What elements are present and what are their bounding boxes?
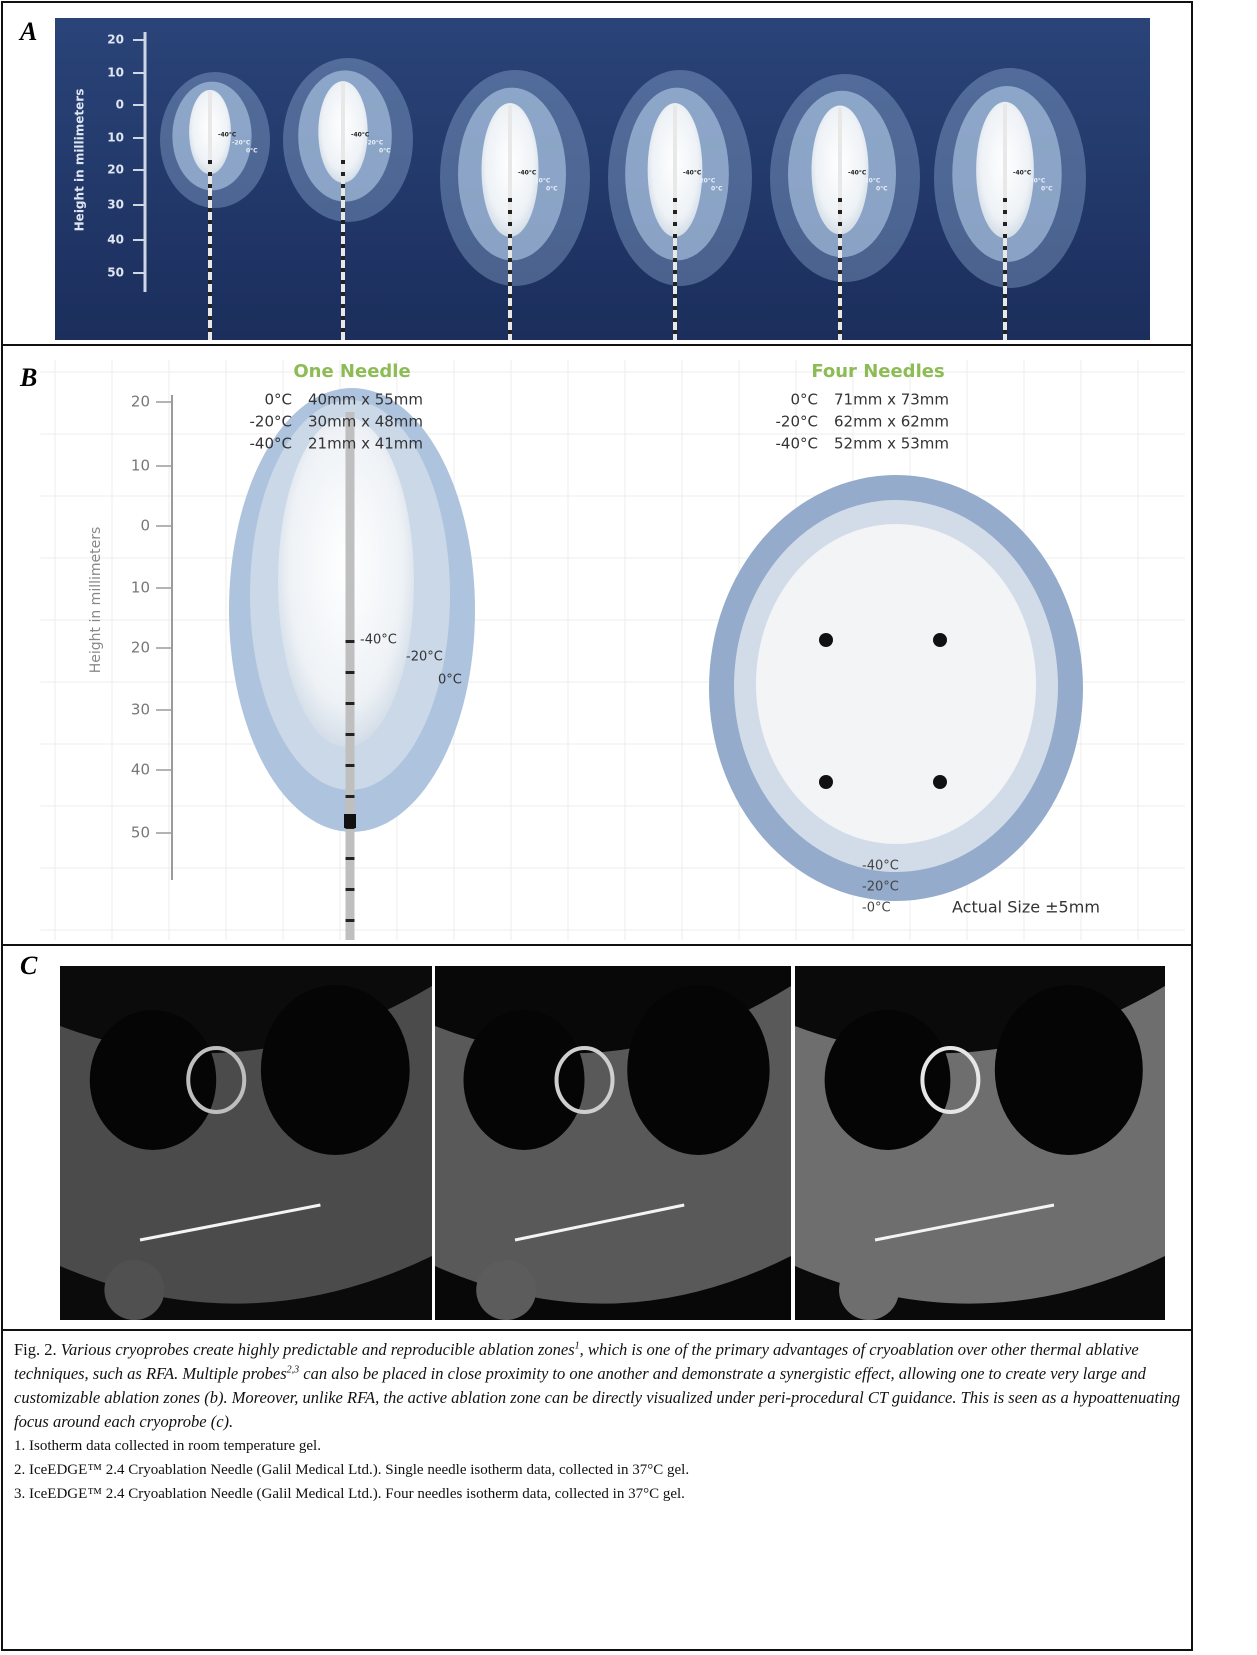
ct-ball xyxy=(476,1260,536,1320)
isotherm-label: -20°C xyxy=(697,178,716,185)
panel-label: C xyxy=(20,951,38,980)
row-size: 71mm x 73mm xyxy=(834,391,949,409)
isotherm-label: -40°C xyxy=(351,132,370,139)
tick-label: 20 xyxy=(131,639,150,657)
isotherm-label: 0°C xyxy=(546,186,558,193)
caption: Fig. 2. Various cryoprobes create highly… xyxy=(14,1338,1186,1506)
isotherm-label: -40°C xyxy=(862,859,899,874)
isotherm-label: -20°C xyxy=(532,178,551,185)
ct-lung xyxy=(995,985,1143,1155)
isotherm-label: 0°C xyxy=(438,673,462,688)
ct-images xyxy=(60,966,1165,1320)
isotherm-label: -40°C xyxy=(1013,170,1032,177)
isotherm-label: -0°C xyxy=(862,901,891,916)
row-size: 21mm x 41mm xyxy=(308,435,423,453)
tick-label: 30 xyxy=(131,701,150,719)
row-temp: 0°C xyxy=(790,391,818,409)
tick-label: 20 xyxy=(131,393,150,411)
ct-ball xyxy=(104,1260,164,1320)
tick-label: 50 xyxy=(131,824,150,842)
needle-dot xyxy=(819,633,833,647)
subtitle: One Needle xyxy=(293,361,410,382)
caption-text: Fig. 2. Various cryoprobes create highly… xyxy=(14,1338,1186,1434)
panel-label: B xyxy=(19,363,37,392)
tick-label: 40 xyxy=(131,761,150,779)
tick-label: 10 xyxy=(107,131,124,145)
isotherm-label: 0°C xyxy=(711,186,723,193)
isotherm-label: -40°C xyxy=(518,170,537,177)
note: Actual Size ±5mm xyxy=(952,898,1100,917)
ct-ball xyxy=(839,1260,899,1320)
caption-prefix: Fig. 2. xyxy=(14,1340,57,1359)
isotherm-label: -40°C xyxy=(218,132,237,139)
axis-label: Height in millimeters xyxy=(73,89,87,232)
tick-label: 10 xyxy=(131,579,150,597)
isotherm-label: 0°C xyxy=(1041,186,1053,193)
caption-run: Various cryoprobes create highly predict… xyxy=(61,1340,575,1359)
row-temp: -40°C xyxy=(250,435,292,453)
needle-dot xyxy=(933,633,947,647)
ct-lung xyxy=(463,1010,584,1150)
footnote: 2. IceEDGE™ 2.4 Cryoablation Needle (Gal… xyxy=(14,1458,1186,1482)
tick-label: 50 xyxy=(107,266,124,280)
row-size: 52mm x 53mm xyxy=(834,435,949,453)
page: A B C 20 10 0 10 20 30 40 50 Height in millimete… xyxy=(0,0,1257,1655)
row-temp: -40°C xyxy=(776,435,818,453)
isotherm-label: -20°C xyxy=(232,140,251,147)
axis-label: Height in millimeters xyxy=(88,527,104,674)
tick-label: 0 xyxy=(116,98,124,112)
row-temp: -20°C xyxy=(776,413,818,431)
needle-dot xyxy=(819,775,833,789)
footnote: 3. IceEDGE™ 2.4 Cryoablation Needle (Gal… xyxy=(14,1482,1186,1506)
isotherm-label: 0°C xyxy=(246,148,258,155)
tick-label: 30 xyxy=(107,198,124,212)
ct-lung xyxy=(825,1010,951,1150)
isotherm-label: -20°C xyxy=(862,178,881,185)
tick-label: 10 xyxy=(131,457,150,475)
ct-lung xyxy=(627,985,769,1155)
row-size: 62mm x 62mm xyxy=(834,413,949,431)
isotherm-label: -40°C xyxy=(360,633,397,648)
needle-dot xyxy=(933,775,947,789)
tick-label: 40 xyxy=(107,233,124,247)
isotherm-label: 0°C xyxy=(876,186,888,193)
tick-label: 20 xyxy=(107,163,124,177)
ct-lung xyxy=(90,1010,216,1150)
tick-label: 10 xyxy=(107,66,124,80)
isotherm-label: -20°C xyxy=(1027,178,1046,185)
isotherm-label: -20°C xyxy=(862,880,899,895)
panel-label: A xyxy=(18,17,37,46)
needle-mark xyxy=(344,814,356,828)
row-size: 30mm x 48mm xyxy=(308,413,423,431)
footnote: 1. Isotherm data collected in room tempe… xyxy=(14,1434,1186,1458)
ct-lung xyxy=(261,985,410,1155)
row-size: 40mm x 55mm xyxy=(308,391,423,409)
isotherm-label: 0°C xyxy=(379,148,391,155)
isotherm-label: -20°C xyxy=(365,140,384,147)
row-temp: 0°C xyxy=(264,391,292,409)
isotherm-label: -40°C xyxy=(848,170,867,177)
tick-label: 20 xyxy=(107,33,124,47)
isotherm-zone xyxy=(756,524,1036,844)
reference: 2,3 xyxy=(287,1365,300,1376)
tick-label: 0 xyxy=(140,517,150,535)
subtitle: Four Needles xyxy=(811,361,944,382)
isotherm-label: -20°C xyxy=(406,650,443,665)
isotherm-label: -40°C xyxy=(683,170,702,177)
row-temp: -20°C xyxy=(250,413,292,431)
